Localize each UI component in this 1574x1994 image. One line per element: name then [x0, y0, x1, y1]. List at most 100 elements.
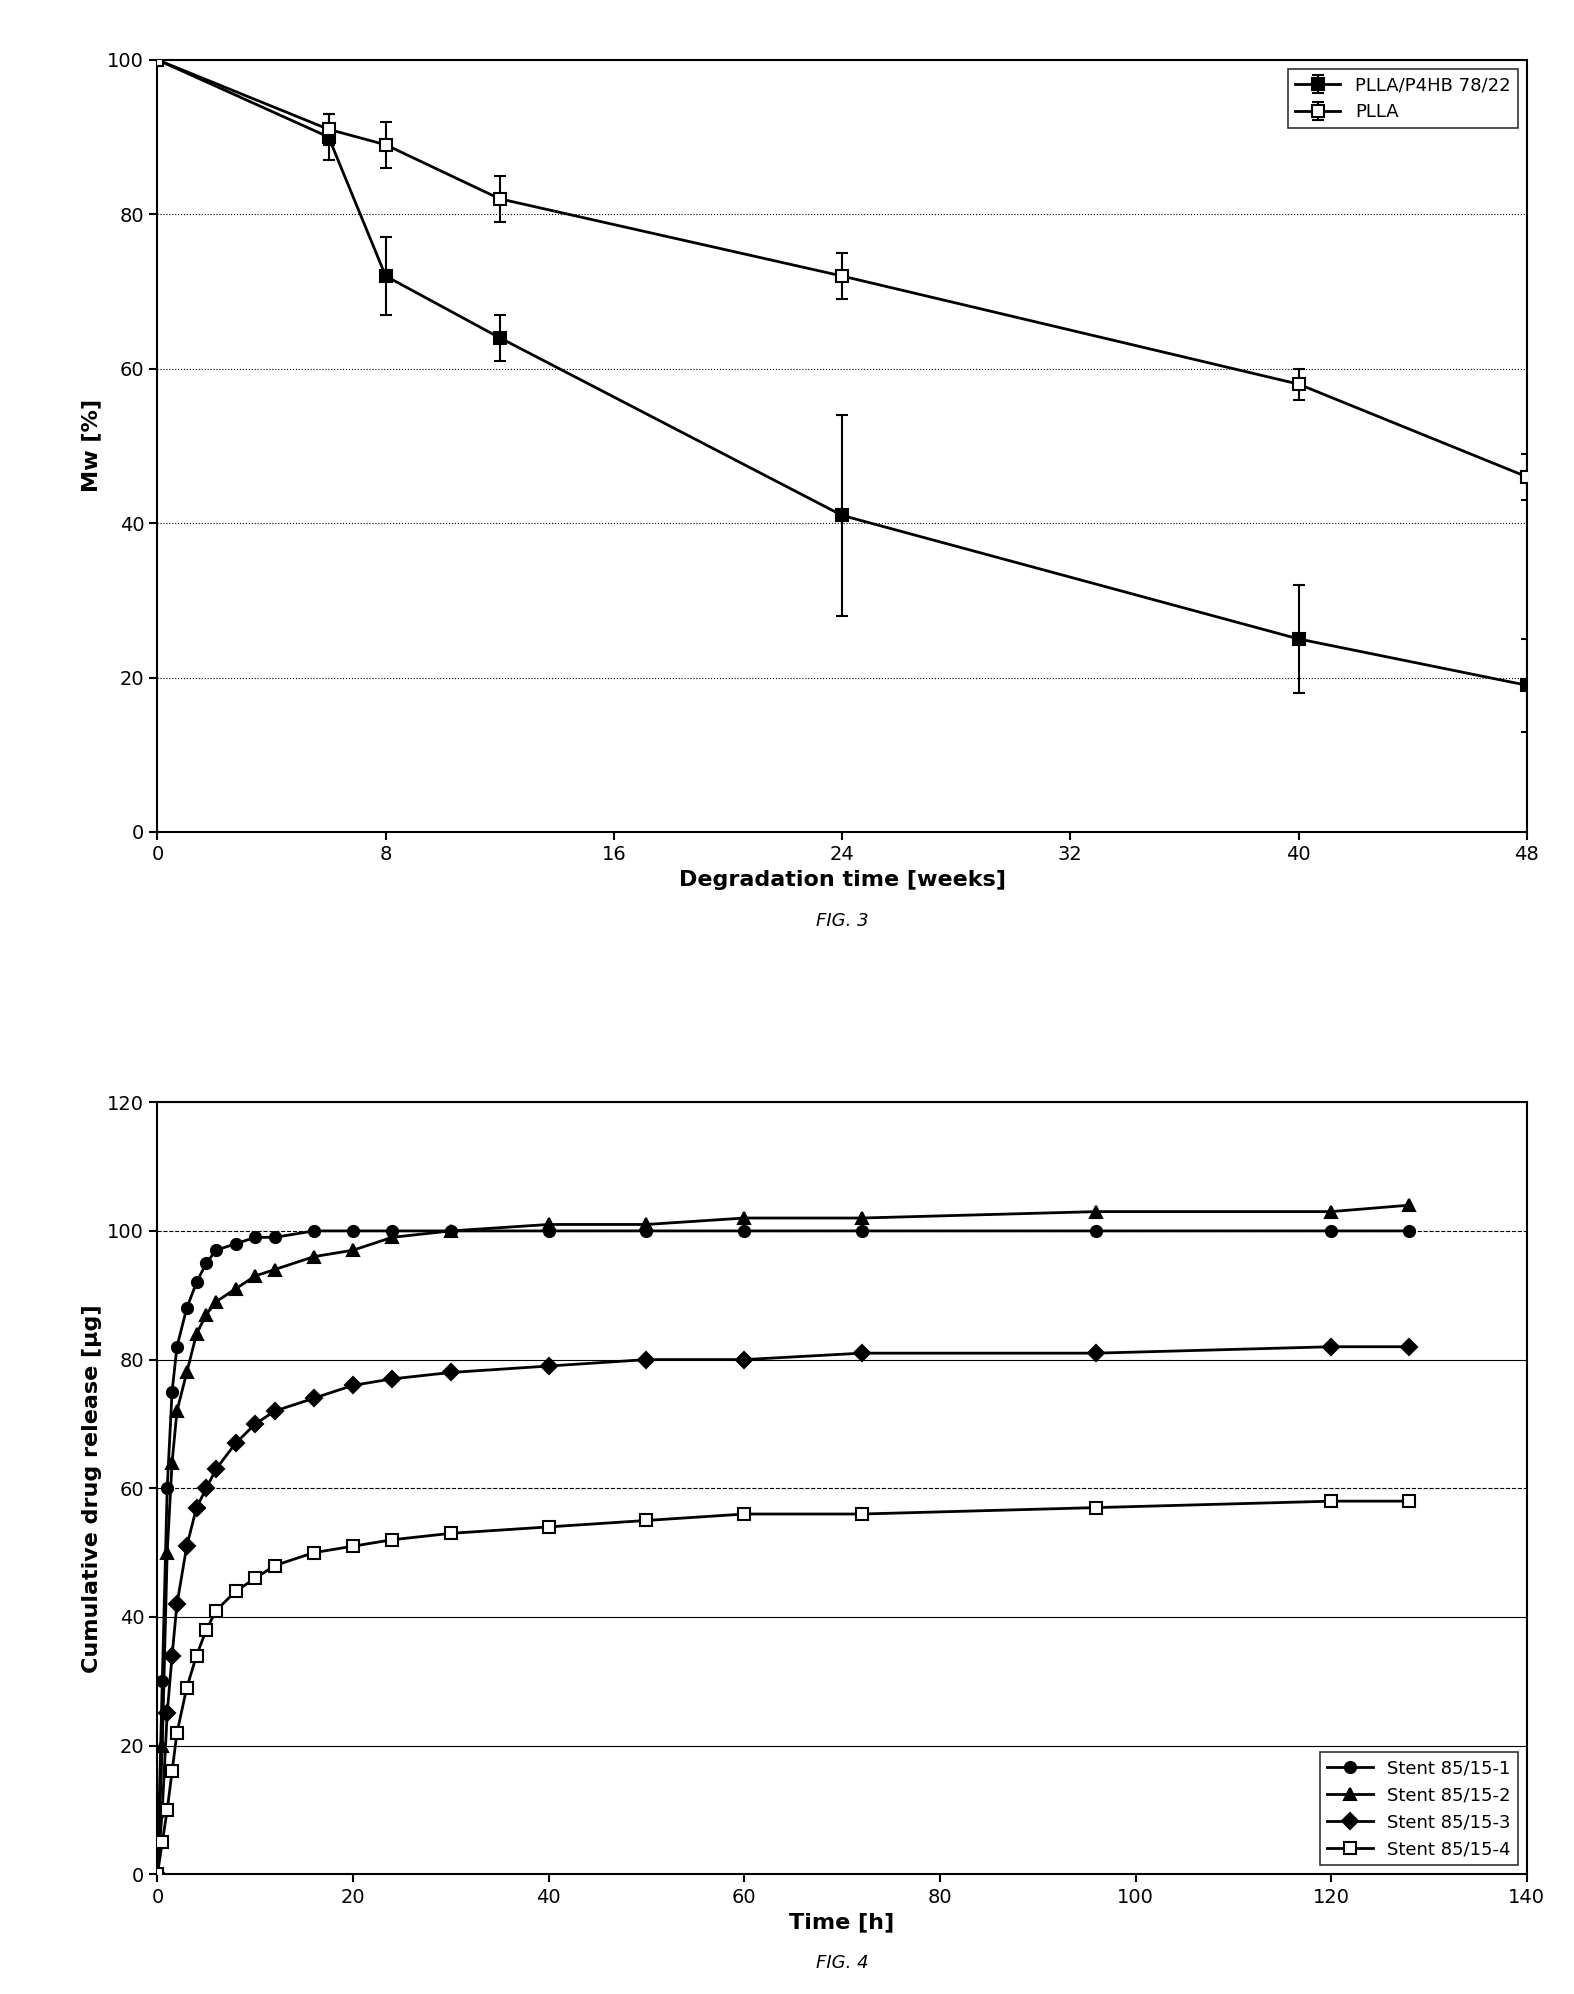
- Stent 85/15-3: [1399, 1334, 1418, 1358]
- Stent 85/15-1: [382, 1218, 401, 1242]
- Stent 85/15-2: [206, 1290, 225, 1314]
- Y-axis label: Cumulative drug release [µg]: Cumulative drug release [µg]: [82, 1304, 102, 1673]
- Stent 85/15-2: [187, 1322, 206, 1346]
- Stent 85/15-2: [1322, 1200, 1341, 1224]
- Stent 85/15-3: [162, 1643, 181, 1667]
- Stent 85/15-1: [167, 1334, 186, 1358]
- Stent 85/15-4: [157, 1799, 176, 1823]
- Stent 85/15-2: [197, 1302, 216, 1326]
- Stent 85/15-3: [157, 1701, 176, 1725]
- Stent 85/15-4: [540, 1515, 559, 1539]
- Stent 85/15-2: [246, 1264, 264, 1288]
- Y-axis label: Mw [%]: Mw [%]: [82, 399, 102, 493]
- Stent 85/15-2: [1088, 1200, 1107, 1224]
- Line: Stent 85/15-3: Stent 85/15-3: [151, 1342, 1415, 1880]
- Text: FIG. 3: FIG. 3: [815, 911, 869, 929]
- Stent 85/15-4: [343, 1533, 362, 1557]
- Stent 85/15-1: [637, 1218, 656, 1242]
- X-axis label: Time [h]: Time [h]: [790, 1912, 894, 1932]
- Stent 85/15-1: [735, 1218, 754, 1242]
- Stent 85/15-2: [1399, 1192, 1418, 1216]
- Stent 85/15-2: [153, 1733, 172, 1757]
- Stent 85/15-2: [157, 1541, 176, 1565]
- Stent 85/15-4: [304, 1541, 323, 1565]
- Stent 85/15-4: [227, 1579, 246, 1603]
- Stent 85/15-3: [852, 1342, 870, 1366]
- Stent 85/15-3: [227, 1432, 246, 1456]
- X-axis label: Degradation time [weeks]: Degradation time [weeks]: [678, 869, 1006, 889]
- Text: FIG. 4: FIG. 4: [815, 1954, 869, 1972]
- Stent 85/15-3: [266, 1400, 285, 1424]
- Stent 85/15-1: [1088, 1218, 1107, 1242]
- Line: Stent 85/15-2: Stent 85/15-2: [151, 1198, 1415, 1880]
- Stent 85/15-3: [206, 1458, 225, 1482]
- Stent 85/15-2: [266, 1258, 285, 1282]
- Stent 85/15-2: [637, 1212, 656, 1236]
- Stent 85/15-4: [246, 1567, 264, 1591]
- Stent 85/15-2: [304, 1244, 323, 1268]
- Stent 85/15-2: [227, 1276, 246, 1300]
- Stent 85/15-3: [148, 1862, 167, 1886]
- Stent 85/15-4: [153, 1830, 172, 1854]
- Stent 85/15-4: [1322, 1490, 1341, 1513]
- Stent 85/15-1: [246, 1226, 264, 1250]
- Stent 85/15-3: [167, 1591, 186, 1615]
- Stent 85/15-4: [266, 1553, 285, 1577]
- Stent 85/15-2: [852, 1206, 870, 1230]
- Stent 85/15-4: [167, 1721, 186, 1745]
- Stent 85/15-4: [1088, 1496, 1107, 1519]
- Stent 85/15-3: [637, 1348, 656, 1372]
- Stent 85/15-4: [441, 1521, 460, 1545]
- Stent 85/15-2: [162, 1450, 181, 1474]
- Stent 85/15-4: [178, 1675, 197, 1699]
- Stent 85/15-3: [540, 1354, 559, 1378]
- Stent 85/15-3: [304, 1386, 323, 1410]
- Stent 85/15-2: [735, 1206, 754, 1230]
- Stent 85/15-4: [735, 1501, 754, 1525]
- Stent 85/15-1: [266, 1226, 285, 1250]
- Stent 85/15-2: [441, 1218, 460, 1242]
- Stent 85/15-1: [441, 1218, 460, 1242]
- Stent 85/15-3: [382, 1368, 401, 1392]
- Stent 85/15-2: [167, 1400, 186, 1424]
- Stent 85/15-2: [343, 1238, 362, 1262]
- Stent 85/15-4: [382, 1527, 401, 1551]
- Stent 85/15-3: [735, 1348, 754, 1372]
- Stent 85/15-3: [197, 1476, 216, 1499]
- Stent 85/15-1: [206, 1238, 225, 1262]
- Stent 85/15-4: [206, 1599, 225, 1623]
- Stent 85/15-1: [227, 1232, 246, 1256]
- Stent 85/15-3: [153, 1799, 172, 1823]
- Stent 85/15-4: [187, 1643, 206, 1667]
- Stent 85/15-1: [540, 1218, 559, 1242]
- Stent 85/15-4: [637, 1509, 656, 1533]
- Stent 85/15-3: [246, 1412, 264, 1436]
- Stent 85/15-3: [178, 1533, 197, 1557]
- Stent 85/15-1: [1322, 1218, 1341, 1242]
- Stent 85/15-1: [852, 1218, 870, 1242]
- Stent 85/15-1: [178, 1296, 197, 1320]
- Stent 85/15-2: [178, 1360, 197, 1384]
- Stent 85/15-1: [153, 1669, 172, 1693]
- Stent 85/15-3: [187, 1496, 206, 1519]
- Stent 85/15-4: [148, 1862, 167, 1886]
- Stent 85/15-2: [540, 1212, 559, 1236]
- Stent 85/15-1: [162, 1380, 181, 1404]
- Stent 85/15-1: [343, 1218, 362, 1242]
- Line: Stent 85/15-4: Stent 85/15-4: [151, 1496, 1415, 1880]
- Stent 85/15-2: [148, 1862, 167, 1886]
- Stent 85/15-1: [304, 1218, 323, 1242]
- Stent 85/15-1: [1399, 1218, 1418, 1242]
- Stent 85/15-1: [157, 1476, 176, 1499]
- Stent 85/15-4: [162, 1759, 181, 1783]
- Stent 85/15-3: [441, 1360, 460, 1384]
- Stent 85/15-4: [197, 1617, 216, 1641]
- Stent 85/15-3: [1322, 1334, 1341, 1358]
- Stent 85/15-4: [852, 1501, 870, 1525]
- Stent 85/15-1: [197, 1250, 216, 1274]
- Stent 85/15-3: [1088, 1342, 1107, 1366]
- Stent 85/15-1: [187, 1270, 206, 1294]
- Legend: PLLA/P4HB 78/22, PLLA: PLLA/P4HB 78/22, PLLA: [1288, 70, 1517, 128]
- Stent 85/15-4: [1399, 1490, 1418, 1513]
- Legend: Stent 85/15-1, Stent 85/15-2, Stent 85/15-3, Stent 85/15-4: Stent 85/15-1, Stent 85/15-2, Stent 85/1…: [1321, 1753, 1517, 1864]
